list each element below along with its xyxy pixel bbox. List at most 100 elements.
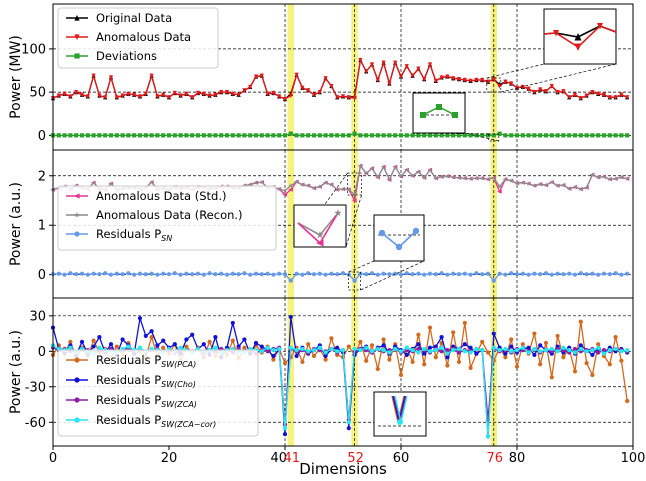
data-point-deviation [317, 133, 322, 138]
data-point-pca [584, 361, 589, 366]
data-point-anomalous [375, 77, 380, 83]
data-point-residual_sn [213, 272, 218, 277]
data-point-cho [346, 426, 351, 431]
data-point-recon [242, 183, 247, 188]
data-point-residual_sn [230, 271, 235, 276]
data-point-deviation [172, 133, 177, 138]
data-point-residual_sn [462, 271, 467, 276]
data-point-anomalous [601, 92, 607, 98]
data-point-cho [323, 353, 328, 359]
data-point-anomalous [456, 77, 462, 82]
y-tick-label: 1 [38, 219, 46, 234]
data-point-zca_cor [387, 350, 392, 355]
data-point-residual_sn [555, 271, 560, 276]
data-point-zca_cor [543, 348, 549, 353]
y-tick-label: 50 [29, 86, 46, 101]
data-point-cho [381, 343, 386, 348]
data-point-recon [514, 180, 520, 186]
data-point-deviation [103, 133, 108, 138]
data-point-pca [427, 325, 433, 330]
data-point-pca [520, 342, 525, 347]
data-point-residual_sn [404, 271, 409, 276]
data-point-recon [311, 185, 317, 191]
data-point-pca [323, 357, 328, 362]
data-point-residual_sn [480, 272, 485, 277]
data-point-residual_sn [561, 272, 566, 277]
inset-bottom-60 [373, 391, 427, 437]
data-point-pca [358, 339, 363, 344]
data-point-residual_sn [317, 271, 322, 276]
data-point-anomalous [445, 74, 450, 80]
data-point-zca [596, 350, 601, 355]
data-point-anomalous [335, 95, 340, 100]
data-point-pca [416, 332, 421, 337]
data-point-residual_sn [201, 272, 206, 277]
data-point-recon [375, 174, 381, 180]
legend-marker [74, 231, 80, 237]
data-point-zca_cor [346, 420, 351, 425]
data-point-cho [468, 345, 473, 350]
data-point-pca [509, 337, 514, 342]
data-point-deviation [532, 133, 537, 138]
data-point-residual_sn [114, 271, 119, 276]
data-point-residual_sn [474, 271, 479, 276]
data-point-cho [503, 351, 508, 356]
data-point-anomalous [62, 91, 67, 97]
data-point-residual_sn [300, 272, 305, 277]
data-point-deviation [514, 133, 520, 138]
data-point-recon [619, 174, 624, 180]
data-point-deviation [149, 133, 154, 138]
data-point-cho [282, 431, 288, 437]
data-point-recon [607, 176, 613, 182]
data-point-anomalous [346, 95, 351, 100]
data-point-cho [242, 337, 247, 342]
data-point-recon [247, 182, 253, 187]
data-point-pca [514, 364, 520, 369]
x-tick-label: 100 [621, 451, 646, 466]
data-point-zca_cor [445, 351, 450, 356]
data-point-deviation [213, 133, 218, 138]
series-line-recon [52, 164, 628, 196]
data-point-anomalous [526, 86, 531, 92]
data-point-deviation [97, 133, 102, 138]
data-point-residual_sn [619, 272, 624, 277]
data-point-pca [445, 363, 450, 368]
data-point-residual_sn [422, 272, 427, 277]
data-point-deviation [346, 133, 351, 138]
data-point-cho [230, 320, 235, 326]
inset-marker [412, 227, 420, 235]
data-point-anomalous [120, 93, 125, 99]
data-point-residual_sn [265, 271, 270, 276]
data-point-pca [619, 358, 624, 363]
data-point-cho [445, 355, 450, 360]
y-axis-label: Power (a.u.) [8, 330, 24, 414]
data-point-zca_cor [491, 345, 496, 350]
data-point-zca_cor [451, 348, 456, 353]
data-point-pca [207, 339, 212, 344]
data-point-recon [549, 179, 555, 185]
data-point-residual_sn [137, 271, 143, 276]
data-point-residual_sn [456, 272, 462, 277]
data-point-residual_sn [451, 271, 456, 276]
data-point-anomalous [207, 93, 212, 99]
data-point-zca_cor [497, 348, 502, 353]
data-point-residual_sn [166, 272, 172, 277]
data-point-pca [311, 353, 317, 359]
data-point-anomalous [219, 90, 224, 95]
data-point-residual_sn [306, 271, 311, 276]
y-tick-label: 0 [38, 268, 46, 283]
data-point-anomalous [532, 90, 537, 95]
data-point-residual_sn [601, 271, 607, 276]
data-point-deviation [393, 133, 398, 138]
data-point-deviation [259, 133, 264, 138]
data-point-zca_cor [526, 350, 531, 355]
data-point-deviation [236, 133, 241, 138]
legend-box [57, 7, 219, 69]
data-point-zca_cor [462, 349, 467, 354]
data-point-recon [317, 184, 323, 189]
inset-source-box [488, 133, 500, 142]
inset-marker [395, 243, 403, 251]
data-point-deviation [311, 133, 317, 138]
data-point-anomalous [340, 94, 346, 100]
data-point-anomalous [201, 91, 206, 97]
